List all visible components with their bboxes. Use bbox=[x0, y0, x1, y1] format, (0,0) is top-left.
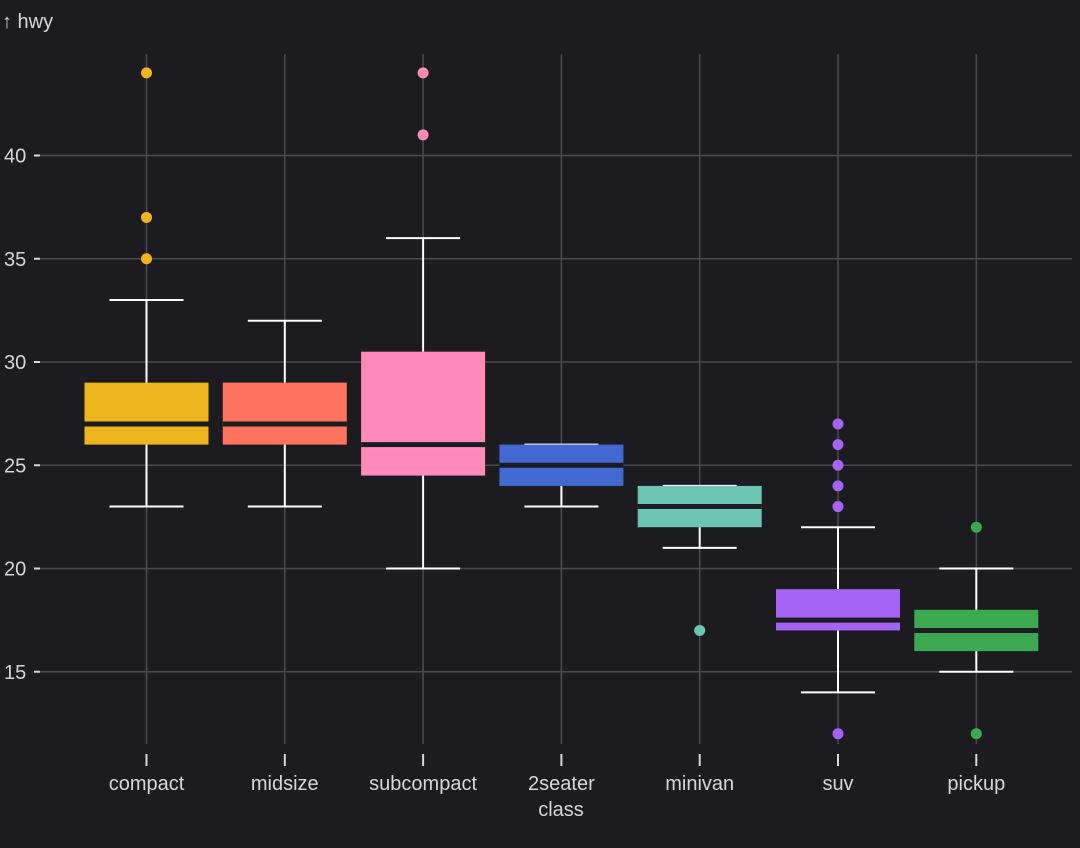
outlier-point bbox=[141, 253, 152, 265]
outlier-point bbox=[694, 624, 706, 636]
y-axis: 15 20 25 30 35 40 bbox=[4, 146, 40, 684]
outlier-point bbox=[141, 211, 152, 223]
iqr-box bbox=[776, 589, 900, 631]
box-plots bbox=[84, 67, 1039, 740]
box-group-2seater bbox=[499, 443, 624, 508]
box-group-subcompact bbox=[361, 67, 486, 570]
outlier-point bbox=[832, 439, 844, 451]
outlier-point bbox=[141, 67, 152, 79]
box-group-compact bbox=[84, 67, 209, 508]
x-axis-label: class bbox=[538, 799, 584, 821]
y-tick-label: 40 bbox=[4, 146, 26, 168]
box-group-suv bbox=[776, 418, 900, 740]
iqr-box bbox=[361, 351, 486, 476]
outlier-point bbox=[832, 459, 844, 471]
outlier-point bbox=[970, 728, 982, 740]
x-tick-label-compact: compact bbox=[109, 773, 185, 795]
y-tick-label: 30 bbox=[4, 352, 26, 374]
outlier-point bbox=[417, 129, 429, 141]
x-tick-label-midsize: midsize bbox=[251, 773, 319, 795]
x-tick-label-minivan: minivan bbox=[665, 773, 734, 795]
iqr-box bbox=[84, 382, 209, 445]
outlier-point bbox=[832, 501, 844, 513]
x-tick-label-subcompact: subcompact bbox=[369, 773, 477, 795]
outlier-point bbox=[417, 67, 429, 79]
box-group-minivan bbox=[637, 484, 762, 636]
y-tick-label: 35 bbox=[4, 249, 26, 271]
outlier-point bbox=[970, 521, 982, 533]
y-axis-label: ↑ hwy bbox=[2, 11, 53, 33]
x-tick-label-pickup: pickup bbox=[947, 773, 1005, 795]
x-tick-label-2seater: 2seater bbox=[528, 773, 595, 795]
x-tick-label-suv: suv bbox=[822, 773, 853, 795]
outlier-point bbox=[832, 480, 844, 492]
x-axis: compact midsize subcompact 2seater minivan su… bbox=[109, 754, 1005, 795]
box-group-pickup bbox=[914, 521, 1039, 740]
iqr-box bbox=[222, 382, 347, 445]
outlier-point bbox=[832, 728, 844, 740]
y-tick-label: 25 bbox=[4, 455, 26, 477]
box-group-midsize bbox=[222, 319, 347, 508]
y-tick-label: 20 bbox=[4, 559, 26, 581]
y-tick-label: 15 bbox=[4, 662, 26, 684]
outlier-point bbox=[832, 418, 844, 430]
